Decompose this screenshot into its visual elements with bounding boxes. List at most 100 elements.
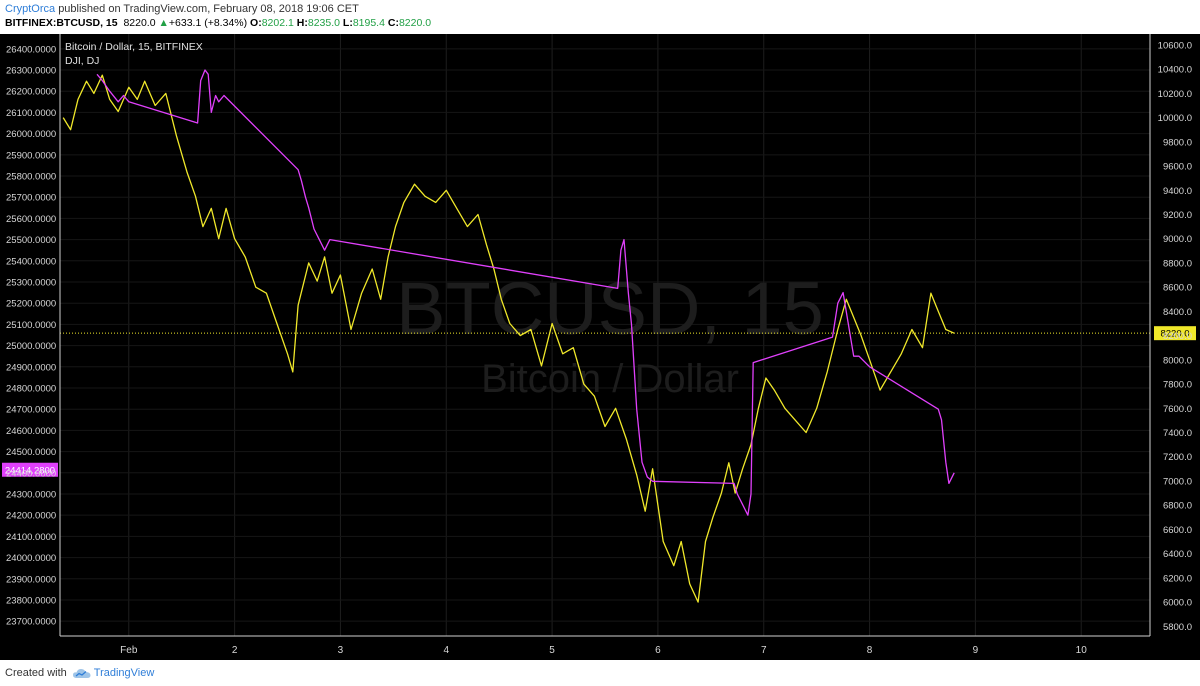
left-tick-label: 26100.0000 <box>6 108 56 119</box>
legend-main: Bitcoin / Dollar, 15, BITFINEX <box>65 41 203 53</box>
left-tick-label: 24100.0000 <box>6 532 56 543</box>
chart-area[interactable]: BTCUSD, 15 Bitcoin / Dollar 8220.0 24414.… <box>0 34 1200 660</box>
left-tick-label: 25800.0000 <box>6 172 56 183</box>
left-tick-label: 23900.0000 <box>6 574 56 585</box>
watermark: BTCUSD, 15 Bitcoin / Dollar <box>396 267 824 401</box>
right-tick-label: 10000.0 <box>1158 113 1192 124</box>
right-tick-label: 6800.0 <box>1163 501 1192 512</box>
left-tick-label: 26200.0000 <box>6 87 56 98</box>
change-value: +633.1 (+8.34%) <box>168 17 248 29</box>
left-tick-label: 26300.0000 <box>6 66 56 77</box>
series-layer <box>62 69 955 603</box>
x-tick-label: 5 <box>549 645 555 656</box>
x-tick-label: 4 <box>443 645 449 656</box>
change-arrow-icon: ▲ <box>158 17 169 29</box>
left-tick-label: 24200.0000 <box>6 511 56 522</box>
left-tick-label: 26400.0000 <box>6 44 56 55</box>
left-tick-label: 25300.0000 <box>6 278 56 289</box>
right-tick-label: 5800.0 <box>1163 622 1192 633</box>
x-tick-label: 3 <box>338 645 344 656</box>
dji-price-tag <box>2 462 58 477</box>
right-tick-label: 9400.0 <box>1163 186 1192 197</box>
left-tick-label: 24000.0000 <box>6 553 56 564</box>
tradingview-link[interactable]: TradingView <box>72 667 155 679</box>
right-tick-label: 8800.0 <box>1163 258 1192 269</box>
open-value: 8202.1 <box>261 17 294 29</box>
legend-overlay: DJI, DJ <box>65 55 99 67</box>
author-link[interactable]: CryptOrca <box>5 3 56 15</box>
left-tick-label: 25200.0000 <box>6 299 56 310</box>
right-tick-label: 9800.0 <box>1163 137 1192 148</box>
left-tick-label: 24900.0000 <box>6 362 56 373</box>
x-tick-label: 6 <box>655 645 661 656</box>
right-tick-label: 7800.0 <box>1163 380 1192 391</box>
right-tick-label: 6600.0 <box>1163 525 1192 536</box>
high-label: H: <box>296 17 308 29</box>
right-tick-label: 7000.0 <box>1163 476 1192 487</box>
chart-background <box>0 34 1200 660</box>
left-tick-label: 25000.0000 <box>6 341 56 352</box>
right-tick-label: 8200.0 <box>1163 331 1192 342</box>
x-tick-label: 10 <box>1076 645 1088 656</box>
watermark-name: Bitcoin / Dollar <box>481 357 739 401</box>
left-tick-label: 24600.0000 <box>6 426 56 437</box>
dji-series-line <box>96 69 955 516</box>
right-tick-label: 8000.0 <box>1163 355 1192 366</box>
right-tick-label: 7600.0 <box>1163 404 1192 415</box>
close-label: C: <box>387 17 399 29</box>
low-label: L: <box>342 17 353 29</box>
right-tick-label: 6000.0 <box>1163 598 1192 609</box>
x-tick-label: Feb <box>120 645 138 656</box>
btcusd-series-line <box>62 74 955 603</box>
current-price-line: 8220.0 24414.2800 <box>2 326 1196 477</box>
btcusd-price-tag <box>1154 326 1196 341</box>
footer: Created with TradingView <box>5 664 154 682</box>
right-tick-label: 9000.0 <box>1163 234 1192 245</box>
open-label: O: <box>250 17 262 29</box>
left-tick-label: 25900.0000 <box>6 150 56 161</box>
tradingview-cloud-icon <box>72 668 91 678</box>
left-tick-label: 26000.0000 <box>6 129 56 140</box>
right-tick-label: 10400.0 <box>1158 65 1192 76</box>
price-chart[interactable]: BTCUSD, 15 Bitcoin / Dollar 8220.0 24414.… <box>0 34 1200 660</box>
left-tick-label: 25700.0000 <box>6 193 56 204</box>
low-value: 8195.4 <box>352 17 385 29</box>
x-tick-label: 2 <box>232 645 238 656</box>
left-tick-label: 24700.0000 <box>6 405 56 416</box>
publish-info: CryptOrca published on TradingView.com, … <box>5 3 359 18</box>
high-value: 8235.0 <box>307 17 340 29</box>
x-tick-label: 8 <box>867 645 873 656</box>
left-tick-label: 25600.0000 <box>6 214 56 225</box>
left-tick-label: 25100.0000 <box>6 320 56 331</box>
btcusd-price-label: 8220.0 <box>1160 329 1189 340</box>
left-tick-label: 24400.0000 <box>6 468 56 479</box>
left-tick-label: 23800.0000 <box>6 595 56 606</box>
axes: Feb 2 3 4 5 6 7 8 9 10 26400.0000 26300.0000 26200.0… <box>6 34 1192 656</box>
right-tick-label: 6400.0 <box>1163 549 1192 560</box>
x-tick-label: 7 <box>761 645 767 656</box>
right-tick-label: 7200.0 <box>1163 452 1192 463</box>
tradingview-brand: TradingView <box>93 667 155 679</box>
left-tick-label: 25500.0000 <box>6 235 56 246</box>
left-tick-label: 24800.0000 <box>6 383 56 394</box>
symbol-label: BITFINEX:BTCUSD, 15 <box>5 17 118 29</box>
close-value: 8220.0 <box>398 17 432 29</box>
grid <box>60 34 1150 636</box>
symbol-info: BITFINEX:BTCUSD, 15 8220.0 ▲+633.1 (+8.3… <box>5 17 431 32</box>
price-value: 8220.0 <box>123 17 156 29</box>
left-tick-label: 25400.0000 <box>6 256 56 267</box>
right-tick-label: 6200.0 <box>1163 573 1192 584</box>
x-tick-label: 9 <box>973 645 979 656</box>
right-tick-label: 10600.0 <box>1158 40 1192 51</box>
created-with-label: Created with <box>5 667 67 679</box>
left-tick-label: 24300.0000 <box>6 489 56 500</box>
left-tick-label: 24500.0000 <box>6 447 56 458</box>
right-tick-label: 10200.0 <box>1158 89 1192 100</box>
right-tick-label: 9200.0 <box>1163 210 1192 221</box>
right-tick-label: 9600.0 <box>1163 162 1192 173</box>
dji-price-label: 24414.2800 <box>5 465 55 476</box>
watermark-symbol: BTCUSD, 15 <box>396 267 824 350</box>
right-tick-label: 8400.0 <box>1163 307 1192 318</box>
left-tick-label: 23700.0000 <box>6 617 56 628</box>
right-tick-label: 7400.0 <box>1163 428 1192 439</box>
